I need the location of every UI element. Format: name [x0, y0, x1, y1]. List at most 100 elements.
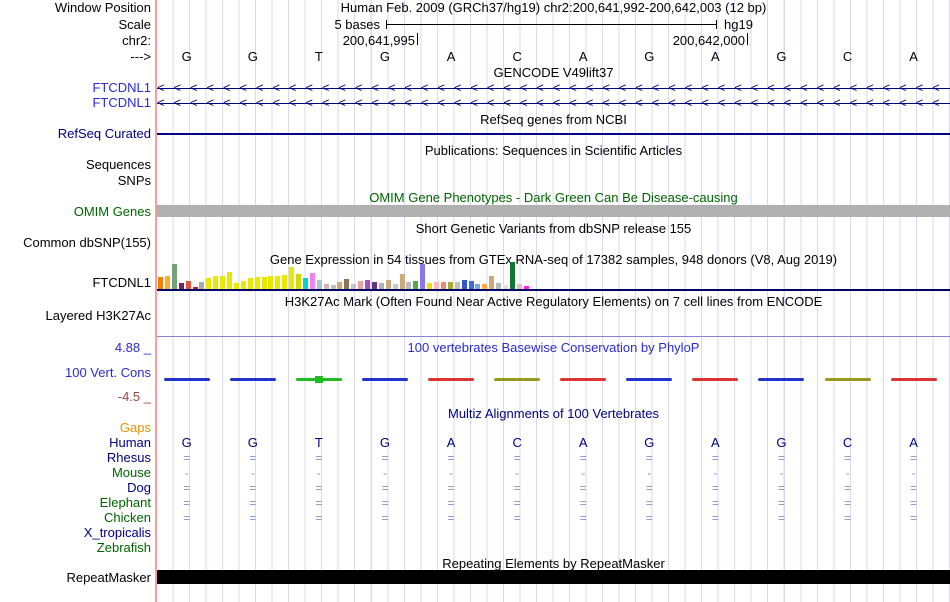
conservation-label[interactable]: 100 Vert. Cons	[65, 365, 151, 380]
gtex-bar-2[interactable]	[164, 276, 170, 289]
coordinate-left: 200,641,995	[342, 33, 415, 48]
gtex-bar-33[interactable]	[378, 283, 384, 289]
gtex-bar-16[interactable]	[261, 277, 267, 289]
gtex-bar-26[interactable]	[330, 285, 336, 289]
gtex-bar-35[interactable]	[392, 284, 398, 289]
species-label-mouse[interactable]: Mouse	[111, 465, 151, 480]
gtex-bar-17[interactable]	[268, 276, 274, 289]
gtex-bar-46[interactable]	[468, 281, 474, 289]
gtex-bar-20[interactable]	[289, 267, 295, 289]
gtex-bar-54[interactable]	[523, 286, 529, 289]
gtex-bar-48[interactable]	[482, 284, 488, 289]
repeatmasker-element-bar[interactable]	[157, 570, 950, 584]
align-mark-chicken-9: =	[711, 511, 719, 525]
conservation-track-title[interactable]: 100 vertebrates Basewise Conservation by…	[407, 340, 700, 355]
omim-gene-bar[interactable]	[157, 205, 950, 217]
omim-track-title[interactable]: OMIM Gene Phenotypes - Dark Green Can Be…	[369, 190, 738, 205]
gtex-bar-21[interactable]	[296, 274, 301, 289]
gtex-bar-25[interactable]	[323, 284, 329, 289]
gtex-bar-43[interactable]	[447, 282, 453, 289]
gtex-bar-47[interactable]	[475, 284, 481, 289]
gtex-bar-42[interactable]	[440, 282, 446, 289]
species-label-gaps[interactable]: Gaps	[119, 420, 151, 435]
gtex-bar-40[interactable]	[427, 283, 433, 289]
gtex-bar-1[interactable]	[158, 277, 163, 289]
gtex-bar-49[interactable]	[489, 276, 495, 289]
gtex-bar-28[interactable]	[344, 279, 350, 289]
dbsnp-track-title[interactable]: Short Genetic Variants from dbSNP releas…	[415, 221, 692, 236]
conservation-mark-6	[494, 378, 541, 381]
multiz-track-title[interactable]: Multiz Alignments of 100 Vertebrates	[447, 406, 659, 421]
gtex-bar-15[interactable]	[254, 277, 260, 289]
align-mark-dog-12: =	[910, 481, 918, 495]
snps-label[interactable]: SNPs	[117, 173, 151, 188]
gencode-track-title[interactable]: GENCODE V49lift37	[493, 65, 614, 80]
gene-label-ftcdnl1-2[interactable]: FTCDNL1	[92, 95, 151, 110]
base-position-gridlines	[157, 0, 950, 602]
gtex-bar-10[interactable]	[220, 276, 226, 289]
gtex-bar-31[interactable]	[365, 280, 370, 289]
gene-exon-line-1[interactable]	[157, 88, 950, 89]
gtex-bar-22[interactable]	[302, 278, 308, 289]
gtex-bar-7[interactable]	[199, 282, 205, 289]
gtex-bar-29[interactable]	[351, 284, 357, 289]
gtex-bar-18[interactable]	[275, 276, 281, 289]
species-label-human[interactable]: Human	[109, 435, 151, 450]
gtex-bar-32[interactable]	[371, 282, 377, 289]
gtex-bar-12[interactable]	[233, 283, 239, 289]
gtex-bar-13[interactable]	[240, 281, 246, 289]
gtex-track-title[interactable]: Gene Expression in 54 tissues from GTEx …	[269, 252, 838, 267]
gtex-bar-53[interactable]	[516, 284, 522, 289]
gtex-bar-41[interactable]	[434, 282, 439, 289]
strand-direction-arrow[interactable]: --->	[130, 49, 151, 64]
species-label-zebrafish[interactable]: Zebrafish	[96, 540, 151, 555]
gtex-bar-6[interactable]	[192, 287, 198, 289]
gtex-bar-8[interactable]	[206, 278, 212, 289]
gtex-bar-14[interactable]	[247, 278, 253, 289]
gtex-bar-19[interactable]	[282, 275, 288, 289]
gene-exon-line-2[interactable]	[157, 103, 950, 104]
refseq-curated-label[interactable]: RefSeq Curated	[57, 126, 151, 141]
sequences-label[interactable]: Sequences	[85, 157, 151, 172]
ruler-base-9: A	[711, 49, 720, 64]
species-label-x_tropicalis[interactable]: X_tropicalis	[83, 525, 151, 540]
gtex-bar-52[interactable]	[509, 262, 515, 289]
gtex-bar-45[interactable]	[461, 280, 467, 289]
gtex-bar-38[interactable]	[413, 281, 419, 289]
gtex-bar-4[interactable]	[178, 283, 184, 289]
gtex-bar-36[interactable]	[399, 274, 405, 289]
gtex-gene-label[interactable]: FTCDNL1	[92, 275, 151, 290]
species-label-chicken[interactable]: Chicken	[104, 510, 151, 525]
gtex-bar-37[interactable]	[406, 282, 412, 289]
species-label-elephant[interactable]: Elephant	[99, 495, 151, 510]
gtex-bar-27[interactable]	[337, 282, 343, 289]
gtex-bar-23[interactable]	[309, 273, 315, 289]
gtex-bar-34[interactable]	[385, 280, 391, 289]
gtex-bar-11[interactable]	[227, 272, 232, 289]
repeatmasker-track-title[interactable]: Repeating Elements by RepeatMasker	[442, 556, 665, 571]
refseq-gene-line[interactable]	[157, 133, 950, 135]
gene-strand-arrows-1[interactable]: <<<<<<<<<<<<<<<<<<<<<<<<<<<<<<<<<<<<<<<<…	[157, 81, 949, 95]
dbsnp-label[interactable]: Common dbSNP(155)	[23, 235, 151, 250]
repeatmasker-label[interactable]: RepeatMasker	[66, 570, 151, 585]
publications-track-title[interactable]: Publications: Sequences in Scientific Ar…	[424, 143, 683, 158]
gtex-bar-44[interactable]	[454, 282, 460, 289]
align-mark-rhesus-5: =	[447, 451, 455, 465]
gene-label-ftcdnl1-1[interactable]: FTCDNL1	[92, 80, 151, 95]
omim-genes-label[interactable]: OMIM Genes	[73, 204, 151, 219]
refseq-track-title[interactable]: RefSeq genes from NCBI	[480, 112, 627, 127]
species-label-rhesus[interactable]: Rhesus	[106, 450, 151, 465]
species-label-dog[interactable]: Dog	[127, 480, 151, 495]
gtex-bar-51[interactable]	[503, 285, 508, 289]
gtex-bar-9[interactable]	[213, 276, 219, 289]
gtex-bar-50[interactable]	[496, 283, 502, 289]
align-mark-chicken-5: =	[447, 511, 455, 525]
gtex-bar-5[interactable]	[185, 281, 191, 289]
gtex-bar-30[interactable]	[358, 281, 364, 289]
h3k27ac-track-title[interactable]: H3K27Ac Mark (Often Found Near Active Re…	[284, 294, 823, 309]
layered-h3k27ac-label[interactable]: Layered H3K27Ac	[45, 308, 151, 323]
gtex-bar-24[interactable]	[316, 280, 322, 289]
gtex-bar-39[interactable]	[420, 264, 426, 289]
gtex-bar-3[interactable]	[171, 264, 177, 289]
gene-strand-arrows-2[interactable]: <<<<<<<<<<<<<<<<<<<<<<<<<<<<<<<<<<<<<<<<…	[157, 96, 949, 110]
